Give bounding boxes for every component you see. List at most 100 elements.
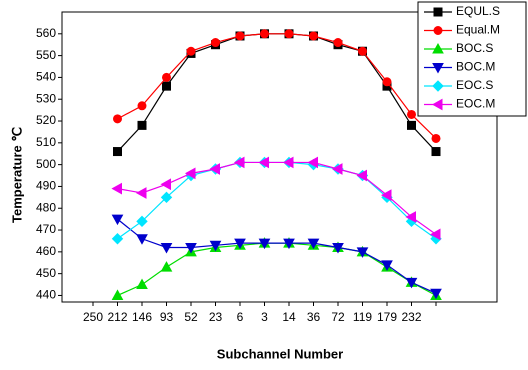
y-tick-label: 520 [36,113,56,127]
data-point [381,260,393,271]
y-tick-label: 500 [36,157,56,171]
y-tick-label: 490 [36,179,56,193]
legend-label: EOC.S [456,78,493,92]
data-point [382,77,392,87]
data-point [184,167,196,180]
legend-label: Equal.M [456,23,500,37]
data-point [160,191,173,204]
data-point [407,109,416,119]
data-point [380,189,392,202]
series-line [117,218,437,294]
x-tick-label: 146 [132,310,152,324]
y-axis-label: Temperature ℃ [9,127,24,223]
series-line [117,33,437,152]
y-tick-label: 530 [36,91,56,105]
data-point [209,163,220,175]
legend-label: BOC.S [456,41,493,55]
y-tick-label: 560 [36,26,56,40]
data-point [162,72,171,82]
plot-frame [61,11,498,303]
data-point [111,182,122,195]
data-point [431,147,441,157]
data-point [430,288,442,300]
y-tick-label: 460 [36,244,56,258]
x-tick-label: 179 [377,310,397,324]
x-tick-label: 23 [209,310,223,324]
data-point [407,120,416,130]
data-point [282,156,294,169]
series-line [117,33,437,139]
data-point [284,29,294,39]
data-point [431,133,441,143]
data-point [429,228,441,241]
data-point [185,242,197,254]
x-tick-label: 6 [237,310,244,324]
legend-label: EQUL.S [456,4,500,18]
y-tick-label: 540 [36,70,56,84]
x-tick-label: 14 [282,310,296,324]
data-point [260,29,269,39]
x-axis-label: Subchannel Number [217,346,343,361]
data-point [258,238,271,250]
y-tick-label: 480 [36,200,56,214]
data-point [135,187,147,199]
data-point [331,163,343,175]
data-point [332,242,344,254]
x-tick-label: 72 [331,310,345,324]
data-point [356,247,369,258]
data-point [309,31,318,41]
data-point [160,178,171,191]
data-point [234,238,246,250]
y-tick-label: 510 [36,135,56,149]
data-point [162,81,171,91]
x-tick-label: 212 [107,310,127,324]
y-tick-label: 550 [36,48,56,62]
x-tick-label: 119 [353,310,372,324]
data-point [111,233,124,245]
data-point [307,156,318,169]
data-point [136,234,148,245]
data-point [233,156,245,169]
legend-marker [432,42,444,54]
x-tick-label: 250 [83,310,103,324]
data-point [258,156,269,169]
legend-marker [433,7,443,17]
data-point [356,169,367,182]
data-point [137,120,147,130]
data-point [209,240,222,252]
legend-marker [431,98,443,111]
data-point [307,238,320,250]
legend-label: EOC.M [456,97,495,111]
data-point [111,214,124,226]
data-point [137,101,147,111]
x-tick-label: 52 [184,310,198,324]
data-point [113,147,122,157]
y-tick-label: 440 [36,288,56,302]
data-point [235,31,245,41]
data-point [283,238,295,250]
data-point [160,261,173,272]
data-point [211,38,220,48]
data-point [405,211,416,223]
legend-label: BOC.M [456,60,495,74]
x-tick-label: 3 [261,310,268,324]
x-tick-label: 232 [401,310,421,324]
data-point [113,114,122,124]
legend-marker [432,63,444,74]
legend-box [417,1,527,117]
data-point [358,46,367,56]
data-point [136,215,148,228]
legend-marker [432,80,444,92]
data-point [111,289,124,300]
data-point [136,278,148,290]
data-point [160,242,173,254]
y-tick-label: 450 [36,266,56,280]
y-tick-label: 470 [36,222,56,236]
x-tick-label: 93 [160,310,174,324]
x-tick-label: 36 [307,310,321,324]
data-point [405,277,418,289]
data-point [186,46,196,56]
data-point [333,38,343,48]
legend-marker [433,26,443,35]
